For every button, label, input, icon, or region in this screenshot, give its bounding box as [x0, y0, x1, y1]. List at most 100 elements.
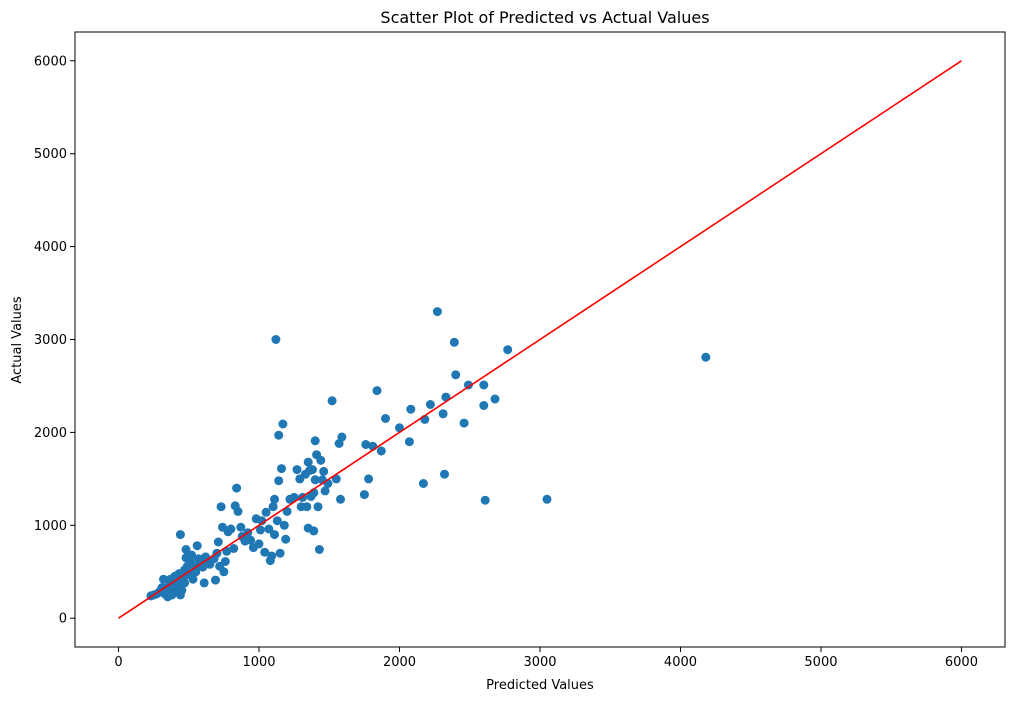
scatter-point-76 — [270, 494, 279, 504]
scatter-point-71 — [261, 507, 271, 517]
scatter-point-119 — [361, 440, 371, 449]
x-tick-label: 3000 — [523, 655, 556, 670]
scatter-point-120 — [364, 474, 374, 484]
scatter-point-77 — [270, 530, 279, 540]
chart-title: Scatter Plot of Predicted vs Actual Valu… — [380, 8, 709, 27]
scatter-point-95 — [302, 502, 312, 512]
scatter-point-117 — [337, 432, 347, 442]
scatter-point-79 — [272, 516, 282, 526]
scatter-point-25 — [180, 578, 190, 588]
y-tick-label: 4000 — [34, 240, 67, 255]
scatter-point-52 — [220, 557, 230, 566]
scatter-point-144 — [542, 494, 552, 504]
scatter-point-51 — [219, 567, 229, 577]
scatter-point-145 — [701, 352, 711, 362]
scatter-point-23 — [177, 585, 187, 595]
scatter-point-107 — [314, 545, 324, 554]
scatter-point-124 — [381, 414, 390, 423]
x-axis: 0 1000 2000 3000 4000 5000 6000 — [114, 647, 978, 670]
scatter-point-22 — [175, 530, 185, 540]
x-axis-label: Predicted Values — [486, 678, 594, 693]
scatter-point-78 — [271, 335, 281, 344]
scatter-point-81 — [274, 430, 284, 440]
x-tick-label: 1000 — [242, 655, 275, 670]
scatter-point-90 — [292, 465, 302, 475]
y-tick-label: 2000 — [34, 426, 67, 441]
scatter-point-33 — [188, 574, 198, 584]
scatter-point-122 — [372, 386, 382, 396]
scatter-point-136 — [451, 370, 461, 380]
scatter-point-132 — [438, 409, 448, 419]
scatter-point-45 — [211, 575, 220, 585]
y-tick-label: 3000 — [34, 333, 67, 348]
scatter-point-108 — [316, 455, 326, 465]
scatter-point-74 — [267, 551, 277, 561]
scatter-point-101 — [309, 526, 319, 536]
scatter-point-141 — [480, 495, 490, 505]
scatter-point-70 — [260, 547, 270, 557]
y-tick-label: 6000 — [34, 54, 67, 69]
scatter-point-135 — [449, 337, 459, 347]
scatter-point-60 — [236, 522, 246, 532]
scatter-point-59 — [233, 506, 243, 516]
scatter-point-55 — [226, 524, 236, 534]
scatter-point-138 — [463, 380, 473, 390]
y-tick-label: 0 — [59, 612, 67, 627]
scatter-point-68 — [255, 525, 265, 535]
scatter-point-128 — [418, 479, 428, 488]
scatter-point-72 — [264, 524, 274, 534]
scatter-point-142 — [490, 394, 500, 404]
scatter-point-100 — [307, 465, 317, 475]
scatter-point-6 — [159, 574, 168, 584]
scatter-point-127 — [406, 404, 416, 414]
scatter-point-84 — [278, 419, 288, 429]
scatter-point-75 — [268, 502, 278, 512]
scatter-point-69 — [257, 516, 267, 526]
scatter-point-28 — [181, 545, 191, 554]
x-tick-label: 5000 — [804, 655, 837, 670]
scatter-point-49 — [216, 502, 226, 512]
scatter-point-40 — [199, 578, 209, 588]
scatter-point-96 — [303, 457, 313, 467]
scatter-point-133 — [440, 469, 449, 479]
scatter-point-111 — [320, 486, 330, 496]
y-tick-label: 1000 — [34, 519, 67, 534]
scatter-point-139 — [479, 401, 489, 410]
scatter-point-80 — [274, 476, 284, 486]
scatter-point-103 — [310, 436, 320, 446]
scatter-point-32 — [187, 550, 197, 560]
scatter-point-130 — [425, 400, 435, 409]
x-tick-label: 6000 — [945, 655, 978, 670]
scatter-point-85 — [279, 520, 289, 530]
y-axis-label: Actual Values — [10, 296, 25, 384]
scatter-point-56 — [229, 544, 239, 553]
scatter-point-126 — [404, 437, 414, 447]
scatter-point-36 — [192, 541, 202, 551]
scatter-point-116 — [336, 494, 345, 504]
reference-line — [118, 60, 962, 619]
x-tick-label: 2000 — [383, 655, 416, 670]
scatter-point-131 — [432, 307, 442, 317]
x-tick-label: 0 — [114, 655, 122, 670]
scatter-point-118 — [359, 490, 369, 500]
scatter-point-140 — [479, 380, 489, 390]
y-axis: 0 1000 2000 3000 4000 5000 6000 — [34, 54, 75, 627]
scatter-point-82 — [275, 548, 285, 558]
scatter-point-137 — [459, 418, 469, 428]
scatter-point-106 — [313, 502, 323, 512]
scatter-point-58 — [232, 483, 242, 493]
scatter-point-143 — [503, 345, 513, 355]
scatter-point-113 — [327, 396, 337, 406]
scatter-point-86 — [281, 534, 291, 544]
x-tick-label: 4000 — [664, 655, 697, 670]
scatter-point-67 — [254, 539, 264, 549]
scatter-point-83 — [277, 464, 286, 474]
scatter-point-104 — [310, 475, 320, 485]
scatter-point-47 — [213, 537, 223, 547]
scatter-point-64 — [246, 535, 256, 545]
scatter-point-110 — [319, 466, 329, 476]
plot-area — [118, 60, 962, 619]
scatter-point-123 — [376, 446, 386, 456]
y-tick-label: 5000 — [34, 147, 67, 162]
